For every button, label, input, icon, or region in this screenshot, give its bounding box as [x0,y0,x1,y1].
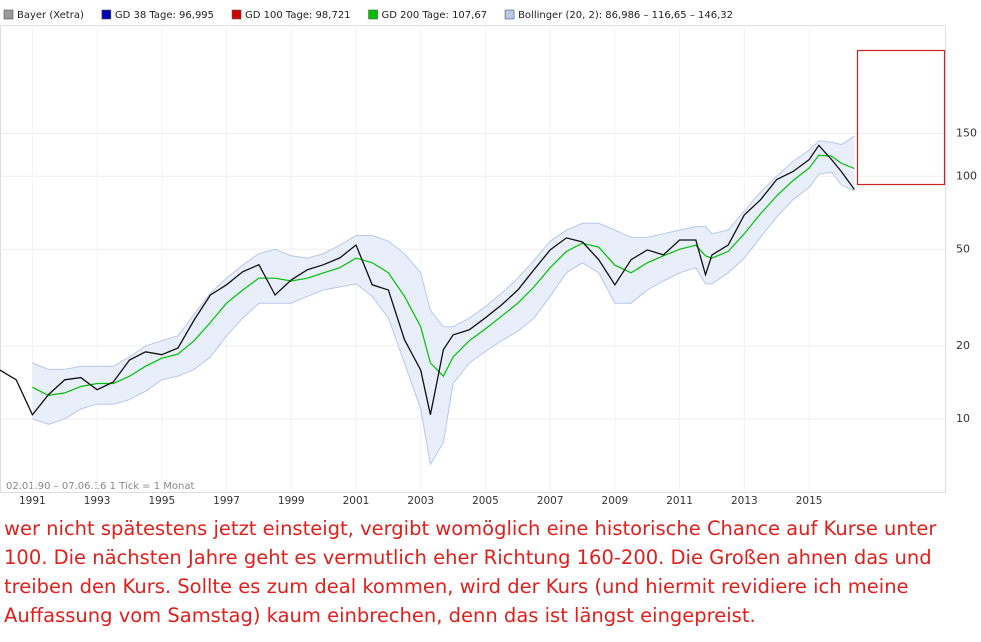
legend-label: GD 200 Tage: 107,67 [382,10,488,21]
bollinger-upper [32,135,855,370]
comment: wer nicht spätestens jetzt einsteigt, ve… [4,517,937,627]
legend-swatch [231,9,242,20]
x-tick-label: 1991 [19,495,46,507]
x-tick-label: 2015 [796,495,823,507]
y-tick-label: 50 [956,242,970,255]
x-tick-label: 2013 [731,495,758,507]
legend-swatch [3,9,14,20]
legend-label: Bollinger (20, 2): 86,986 – 116,65 – 146… [518,10,733,21]
legend-label: GD 100 Tage: 98,721 [245,10,351,21]
x-tick-label: 2005 [472,495,499,507]
x-tick-label: 2011 [666,495,693,507]
bollinger-lower [32,171,855,466]
x-tick-label: 1993 [84,495,111,507]
legend-label: GD 38 Tage: 96,995 [115,10,214,21]
legend-swatch [504,9,515,20]
bollinger-band [32,136,855,465]
plot-area [0,25,946,493]
x-tick-label: 1995 [148,495,175,507]
x-tick-label: 2001 [343,495,370,507]
highlight-box [856,49,946,186]
x-tick-label: 2007 [537,495,564,507]
y-tick-label: 20 [956,339,970,352]
legend-swatch [101,9,112,20]
y-tick-label: 100 [956,169,977,182]
y-tick-label: 150 [956,127,977,140]
x-tick-label: 2009 [602,495,629,507]
chart: 02.01.90 – 07.06.16 1 Tick = 1 Monat Bay… [0,9,977,507]
footnote: 02.01.90 – 07.06.16 1 Tick = 1 Monat [6,481,194,492]
legend-swatch [368,9,378,20]
y-tick-label: 10 [956,412,970,425]
x-tick-label: 2003 [407,495,434,507]
x-tick-label: 1999 [278,495,305,507]
x-tick-label: 1997 [213,495,240,507]
gd200-line [32,154,855,397]
legend-label: Bayer (Xetra) [17,10,84,21]
price-line [0,144,855,417]
